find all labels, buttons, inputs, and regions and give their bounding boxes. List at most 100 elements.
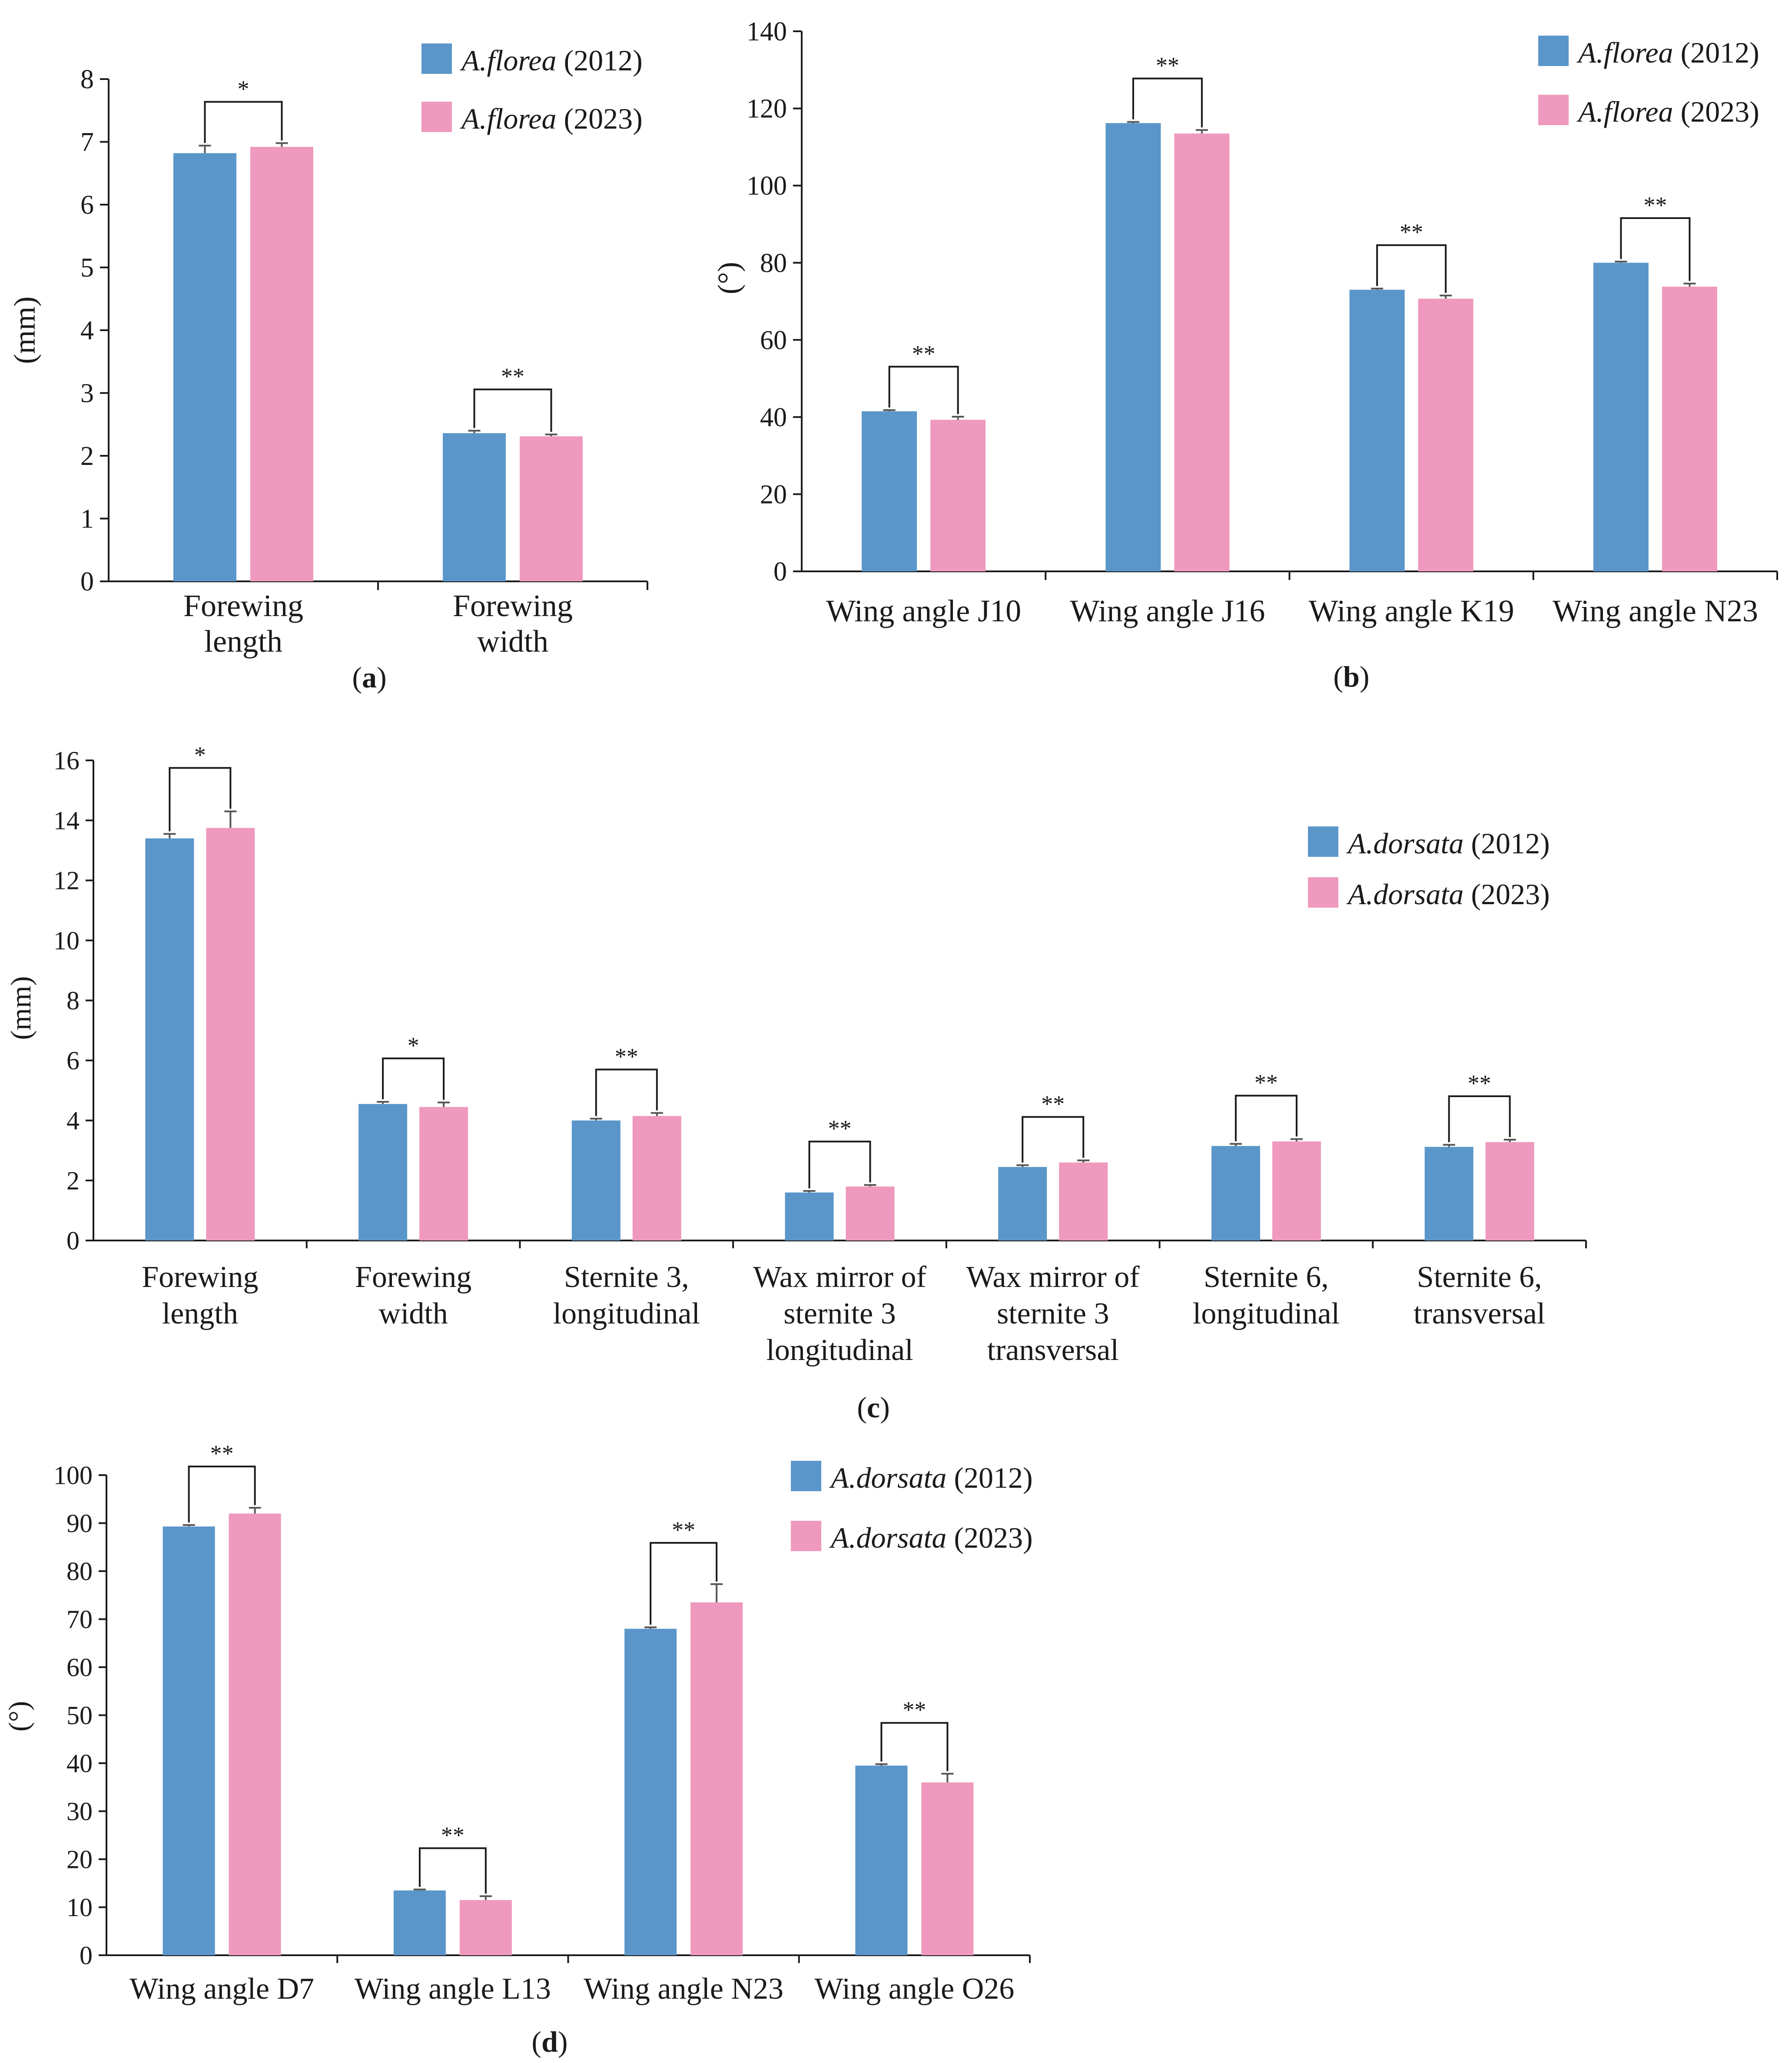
bar-b-2-1 (1418, 299, 1473, 571)
bar-c-5-0 (1211, 1146, 1260, 1240)
y-tick-label: 70 (66, 1605, 93, 1634)
bar-c-1-0 (358, 1104, 408, 1240)
y-tick-label: 0 (80, 567, 94, 597)
legend-entry: A.florea (2023) (460, 102, 643, 135)
bar-a-0-0 (173, 153, 236, 581)
bar-d-0-0 (163, 1526, 215, 1955)
significance-bracket (808, 1141, 871, 1189)
significance-label: * (408, 1032, 419, 1058)
bar-a-0-1 (250, 147, 313, 581)
y-tick-label: 10 (66, 1893, 93, 1922)
bar-c-4-0 (998, 1167, 1047, 1240)
legend-entry: A.florea (2023) (1576, 95, 1759, 128)
bar-d-3-1 (921, 1782, 974, 1955)
bar-b-0-0 (862, 411, 917, 571)
y-tick-label: 140 (747, 17, 787, 46)
significance-label: ** (1400, 219, 1423, 245)
y-axis-label: (°) (3, 1701, 35, 1731)
legend-entry: A.dorsata (2012) (829, 1461, 1033, 1494)
significance-bracket (1620, 217, 1691, 281)
x-tick-label: Forewing (355, 1260, 471, 1294)
legend-swatch (421, 43, 452, 74)
significance-label: ** (903, 1697, 926, 1723)
significance-label: ** (501, 363, 524, 389)
y-tick-label: 60 (66, 1653, 93, 1682)
y-tick-label: 1 (80, 504, 94, 534)
bar-b-1-0 (1105, 123, 1161, 571)
bar-a-1-0 (443, 433, 506, 581)
y-tick-label: 30 (66, 1797, 93, 1826)
legend-swatch (1538, 36, 1569, 66)
significance-bracket (1022, 1116, 1085, 1163)
significance-bracket (880, 1722, 949, 1771)
y-axis-label: (°) (712, 262, 746, 295)
significance-bracket (650, 1542, 718, 1625)
bar-c-1-1 (419, 1107, 468, 1240)
significance-bracket (169, 767, 232, 832)
legend-swatch (791, 1521, 821, 1551)
x-tick-label: Sternite 3, (564, 1260, 689, 1294)
y-tick-label: 80 (66, 1557, 93, 1585)
y-tick-label: 12 (53, 866, 80, 895)
y-tick-label: 7 (80, 128, 94, 157)
panel-label: (a) (352, 661, 386, 694)
x-tick-label: Wing angle L13 (355, 1972, 551, 2006)
significance-label: ** (672, 1517, 695, 1543)
bar-c-6-1 (1485, 1142, 1534, 1240)
legend-swatch (1538, 95, 1569, 125)
significance-bracket (204, 101, 283, 143)
x-tick-label: Wing angle D7 (129, 1972, 314, 2006)
legend-swatch (1308, 826, 1338, 857)
chart-panel-d: 0 10 20 30 40 50 60 70 80 90 100 (°) ** Wing angle D7… (3, 1440, 1033, 2058)
significance-label: ** (828, 1115, 852, 1141)
bar-c-3-1 (846, 1186, 895, 1240)
x-tick-label: length (204, 624, 282, 659)
legend-entry: A.florea (2012) (460, 44, 643, 77)
panel-label: (b) (1333, 660, 1369, 693)
x-tick-label: longitudinal (1193, 1297, 1340, 1330)
bar-d-1-1 (459, 1900, 512, 1955)
x-tick-label: width (378, 1297, 448, 1330)
legend-entry: A.dorsata (2023) (829, 1521, 1033, 1554)
significance-label: ** (210, 1440, 234, 1466)
bar-c-2-1 (632, 1116, 681, 1240)
x-tick-label: Wax mirror of (753, 1260, 926, 1294)
x-tick-label: Wing angle J16 (1070, 594, 1265, 628)
panel-label: (d) (531, 2025, 567, 2058)
y-tick-label: 6 (80, 190, 94, 220)
x-tick-label: Wing angle N23 (1553, 594, 1758, 628)
significance-label: ** (912, 341, 936, 367)
bar-b-1-1 (1174, 133, 1230, 572)
bar-d-1-0 (393, 1890, 446, 1955)
y-tick-label: 80 (760, 249, 787, 278)
x-tick-label: Sternite 6, (1204, 1260, 1329, 1294)
x-tick-label: transversal (1414, 1297, 1545, 1330)
y-tick-label: 5 (80, 253, 94, 283)
x-tick-label: longitudinal (553, 1297, 700, 1330)
legend-entry: A.dorsata (2012) (1346, 827, 1550, 860)
significance-bracket (418, 1847, 487, 1894)
x-tick-label: transversal (987, 1333, 1119, 1367)
y-tick-label: 2 (80, 441, 94, 471)
y-tick-label: 100 (747, 171, 787, 201)
y-tick-label: 60 (760, 325, 787, 355)
bar-c-5-1 (1272, 1141, 1321, 1240)
bar-d-0-1 (229, 1513, 281, 1955)
bar-b-0-1 (930, 420, 986, 571)
significance-label: ** (1468, 1070, 1491, 1096)
significance-label: ** (441, 1822, 465, 1848)
y-tick-label: 0 (773, 557, 787, 587)
legend-swatch (1308, 877, 1338, 908)
y-tick-label: 0 (66, 1226, 80, 1255)
bar-c-2-0 (571, 1120, 621, 1240)
legend-entry: A.florea (2012) (1576, 36, 1759, 69)
y-axis-label: (mm) (8, 296, 42, 364)
y-tick-label: 8 (66, 986, 80, 1015)
y-tick-label: 3 (80, 379, 94, 408)
x-tick-label: Wax mirror of (966, 1260, 1140, 1294)
y-tick-label: 2 (66, 1166, 80, 1195)
y-tick-label: 20 (760, 480, 787, 510)
x-tick-label: Wing angle N23 (584, 1972, 783, 2006)
chart-panel-b: 0 20 40 60 80 100 120 140 (°) ** Wing angle J10 ** W… (712, 17, 1778, 693)
